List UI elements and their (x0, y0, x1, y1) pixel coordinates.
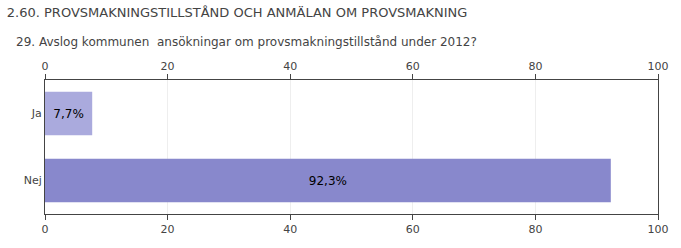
svg-text:20: 20 (161, 223, 175, 236)
svg-text:2.60. PROVSMAKNINGSTILLSTÅND O: 2.60. PROVSMAKNINGSTILLSTÅND OCH ANMÄLAN… (7, 5, 468, 20)
svg-text:40: 40 (283, 223, 297, 236)
svg-text:80: 80 (528, 60, 542, 73)
svg-text:7,7%: 7,7% (53, 107, 84, 121)
svg-text:Ja: Ja (31, 107, 42, 120)
svg-text:29. Avslog kommunen ansökning: 29. Avslog kommunen ansökningar om provs… (16, 35, 477, 49)
svg-text:20: 20 (161, 60, 175, 73)
svg-text:60: 60 (406, 60, 420, 73)
svg-text:40: 40 (283, 60, 297, 73)
svg-text:0: 0 (42, 60, 49, 73)
svg-text:92,3%: 92,3% (309, 174, 347, 188)
svg-text:Nej: Nej (24, 174, 42, 187)
svg-text:100: 100 (648, 223, 669, 236)
svg-text:100: 100 (648, 60, 669, 73)
svg-text:80: 80 (528, 223, 542, 236)
svg-text:60: 60 (406, 223, 420, 236)
svg-text:0: 0 (42, 223, 49, 236)
